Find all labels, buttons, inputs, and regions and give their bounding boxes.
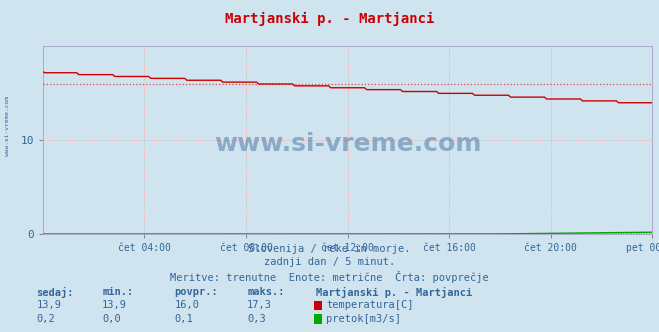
- Text: temperatura[C]: temperatura[C]: [326, 300, 414, 310]
- Text: pretok[m3/s]: pretok[m3/s]: [326, 314, 401, 324]
- Text: maks.:: maks.:: [247, 287, 285, 297]
- Text: Slovenija / reke in morje.: Slovenija / reke in morje.: [248, 244, 411, 254]
- Text: Martjanski p. - Martjanci: Martjanski p. - Martjanci: [316, 287, 473, 298]
- Text: 17,3: 17,3: [247, 300, 272, 310]
- Text: 13,9: 13,9: [36, 300, 61, 310]
- Text: Martjanski p. - Martjanci: Martjanski p. - Martjanci: [225, 12, 434, 26]
- Text: 0,0: 0,0: [102, 314, 121, 324]
- Text: 0,2: 0,2: [36, 314, 55, 324]
- Text: povpr.:: povpr.:: [175, 287, 218, 297]
- Text: zadnji dan / 5 minut.: zadnji dan / 5 minut.: [264, 257, 395, 267]
- Text: min.:: min.:: [102, 287, 133, 297]
- Text: Meritve: trenutne  Enote: metrične  Črta: povprečje: Meritve: trenutne Enote: metrične Črta: …: [170, 271, 489, 283]
- Text: sedaj:: sedaj:: [36, 287, 74, 298]
- Text: 0,1: 0,1: [175, 314, 193, 324]
- Text: www.si-vreme.com: www.si-vreme.com: [5, 96, 11, 156]
- Text: www.si-vreme.com: www.si-vreme.com: [214, 132, 481, 156]
- Text: 0,3: 0,3: [247, 314, 266, 324]
- Text: 13,9: 13,9: [102, 300, 127, 310]
- Text: 16,0: 16,0: [175, 300, 200, 310]
